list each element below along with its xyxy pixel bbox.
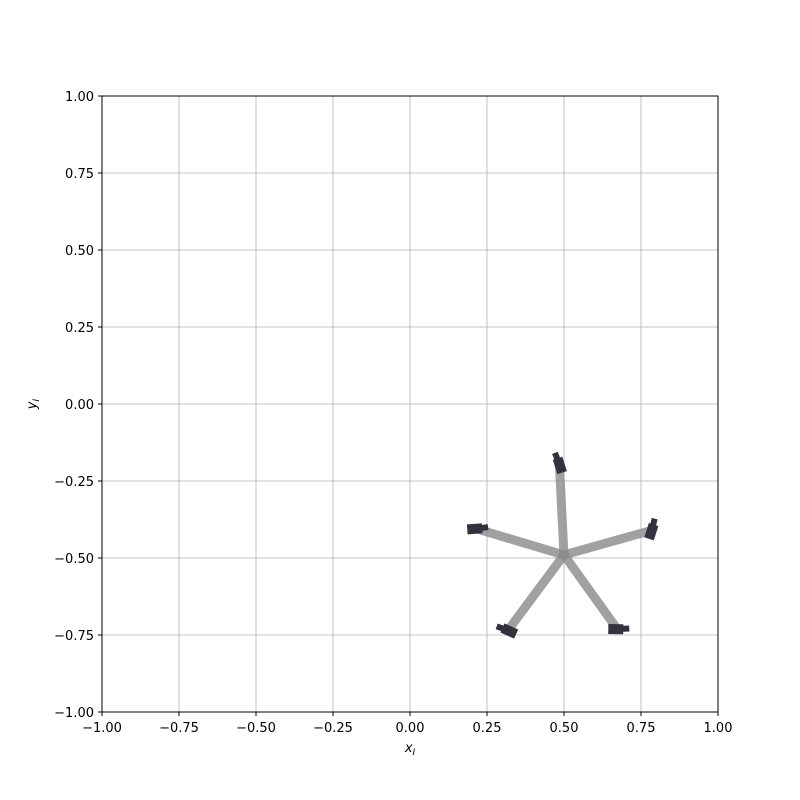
y-tick-label: 0.50: [65, 244, 94, 259]
rotor: [552, 451, 567, 475]
robot-arms: [474, 463, 653, 634]
y-tick-label: −1.00: [54, 706, 94, 721]
y-tick-label: 1.00: [65, 90, 94, 105]
x-tick-label: 0.50: [550, 721, 579, 736]
y-tick-label: 0.75: [65, 167, 94, 182]
robot-arm: [554, 463, 569, 556]
x-tick-label: 1.00: [704, 721, 733, 736]
robot-arm: [560, 552, 621, 632]
x-axis-label: xI: [404, 741, 416, 758]
ticks: −1.00 −0.75 −0.50 −0.25 0.00 0.25 0.50 0.75 1.00…: [54, 90, 732, 736]
x-tick-label: −0.75: [159, 721, 199, 736]
rotor-body: [644, 523, 659, 541]
rotor: [466, 523, 489, 535]
x-tick-label: 0.75: [627, 721, 656, 736]
x-tick-label: 0.00: [396, 721, 425, 736]
rotor-tip: [622, 625, 630, 632]
rotor: [495, 623, 519, 639]
x-tick-label: −0.50: [236, 721, 276, 736]
rotor-body: [608, 623, 624, 635]
rotor-tip: [552, 451, 561, 461]
rotor-tip: [650, 517, 658, 527]
rotor-body: [552, 456, 567, 475]
robot-arm: [562, 525, 653, 560]
rotors: [466, 451, 659, 639]
y-tick-label: 0.25: [65, 321, 94, 336]
rotor-body: [466, 523, 483, 535]
rotor: [608, 623, 630, 635]
rotor-tip: [495, 623, 505, 632]
x-tick-label: −1.00: [82, 721, 122, 736]
y-tick-label: −0.75: [54, 629, 94, 644]
hub: [559, 549, 569, 560]
x-tick-label: 0.25: [473, 721, 502, 736]
rotor-body: [500, 623, 519, 639]
robot-arm: [504, 552, 568, 634]
y-tick-label: −0.50: [54, 552, 94, 567]
rotor-tip: [480, 524, 489, 532]
y-tick-label: −0.25: [54, 475, 94, 490]
robot-arm: [474, 524, 566, 560]
rotor: [644, 517, 659, 541]
x-tick-label: −0.25: [313, 721, 353, 736]
y-axis-label: yI: [25, 398, 42, 410]
y-tick-label: 0.00: [65, 398, 94, 413]
